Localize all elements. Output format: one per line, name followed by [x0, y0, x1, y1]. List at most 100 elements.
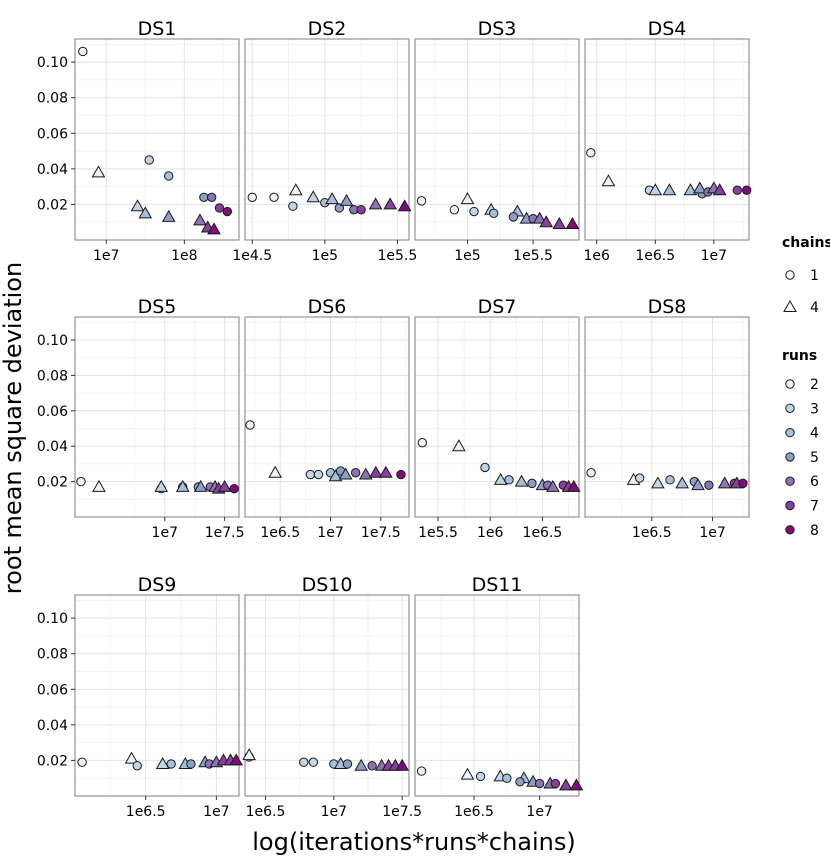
- point-circle: [214, 203, 225, 213]
- facet-ds9: DS9 0.02 0.04 0.06 0.08 0.10 1e6.5 1e7: [37, 574, 244, 820]
- y-tick-label: 0.06: [37, 404, 68, 420]
- y-tick-label: 0.02: [37, 197, 68, 213]
- point-triangle: [601, 174, 616, 187]
- legend-runs-label: 5: [810, 450, 819, 466]
- legend-chains-title: chains: [782, 235, 830, 251]
- point-circle: [502, 773, 512, 783]
- point-circle: [417, 437, 428, 448]
- legend-key-circle: [785, 270, 795, 280]
- point-triangle: [683, 183, 698, 196]
- point-triangle: [338, 467, 353, 480]
- x-tick-label: 1e6.5: [632, 525, 672, 541]
- facet-ds3: DS3 1e5 1e5.5: [414, 18, 580, 264]
- data-points: [586, 468, 748, 491]
- data-points: [417, 437, 581, 492]
- point-triangle: [229, 753, 244, 766]
- data-points: [586, 148, 752, 199]
- panel-border: [74, 316, 240, 518]
- x-tick-label: 1e6.5: [260, 525, 300, 541]
- point-triangle: [242, 748, 256, 761]
- legend-key-run: [785, 379, 795, 389]
- point-circle: [634, 473, 645, 483]
- point-circle: [305, 469, 316, 480]
- point-triangle: [493, 472, 508, 485]
- point-triangle: [155, 756, 170, 769]
- point-triangle: [358, 467, 373, 480]
- data-points: [77, 751, 244, 771]
- point-triangle: [675, 476, 690, 489]
- panel-background: [75, 39, 239, 240]
- point-circle: [76, 476, 86, 487]
- point-triangle: [92, 479, 106, 492]
- y-tick-label: 0.04: [37, 439, 68, 455]
- point-circle: [77, 757, 87, 767]
- point-circle: [206, 192, 217, 203]
- point-circle: [229, 483, 239, 494]
- facet-title: DS8: [648, 296, 687, 318]
- legend-key-triangle: [783, 299, 797, 312]
- point-triangle: [712, 183, 727, 196]
- facet-ds4: DS4 1e6 1e6.5 1e7: [583, 18, 752, 264]
- y-tick-label: 0.08: [37, 91, 68, 107]
- x-tick-label: 1e5.5: [418, 525, 458, 541]
- x-tick-label: 1e7: [317, 525, 343, 541]
- point-triangle: [383, 197, 397, 210]
- x-tick-label: 1e7: [203, 804, 229, 820]
- point-circle: [166, 759, 176, 769]
- legend-key-run: [785, 476, 795, 486]
- point-triangle: [552, 216, 567, 229]
- legend-runs-label: 7: [810, 499, 819, 515]
- x-tick-label: 1e6.5: [523, 525, 563, 541]
- point-triangle: [539, 215, 554, 228]
- point-circle: [288, 201, 298, 211]
- y-tick-label: 0.10: [37, 611, 68, 627]
- point-circle: [186, 759, 196, 769]
- y-tick-label: 0.08: [37, 368, 68, 384]
- point-circle: [334, 203, 345, 213]
- point-circle: [732, 185, 742, 195]
- x-tick-label: 1e8: [171, 248, 197, 264]
- point-triangle: [452, 439, 466, 452]
- facet-title: DS2: [308, 18, 347, 40]
- x-tick-label: 1e7.5: [361, 525, 401, 541]
- point-circle: [586, 148, 596, 158]
- facet-ds11: DS11 1e6.5 1e7: [414, 574, 584, 820]
- facet-title: DS6: [308, 296, 347, 318]
- x-tick-label: 1e7: [701, 248, 727, 264]
- point-circle: [222, 206, 232, 217]
- facet-ds2: DS2 1e4.5 1e5 1e5.5: [232, 18, 417, 264]
- point-circle: [469, 206, 479, 217]
- y-axis-title: root mean square deviation: [0, 262, 27, 594]
- legend-key-run: [785, 500, 795, 511]
- point-circle: [78, 46, 88, 57]
- point-circle: [504, 475, 514, 485]
- facet-title: DS7: [478, 296, 517, 318]
- legend-key-run: [785, 525, 795, 535]
- point-circle: [199, 192, 209, 203]
- facet-title: DS5: [138, 296, 177, 318]
- legend: chains 1 4 runs 2 3 4 5 6 7 8: [782, 235, 830, 539]
- point-triangle: [717, 476, 732, 489]
- point-triangle: [154, 479, 169, 492]
- point-triangle: [566, 479, 581, 492]
- legend-runs-label: 6: [810, 474, 819, 490]
- point-circle: [449, 205, 460, 215]
- point-circle: [489, 208, 499, 219]
- x-tick-label: 1e6: [477, 525, 504, 541]
- point-triangle: [306, 190, 321, 203]
- panel-background: [245, 39, 409, 240]
- x-tick-label: 1e7: [93, 248, 119, 264]
- point-circle: [475, 771, 486, 782]
- point-circle: [508, 212, 519, 222]
- point-triangle: [460, 767, 475, 780]
- point-triangle: [175, 479, 190, 492]
- x-tick-label: 1e7: [526, 804, 552, 820]
- x-tick-label: 1e6.5: [454, 804, 494, 820]
- y-tick-label: 0.06: [37, 682, 68, 698]
- x-tick-label: 1e7.5: [382, 804, 422, 820]
- point-triangle: [378, 465, 393, 478]
- point-triangle: [546, 479, 560, 492]
- panel-border: [414, 316, 580, 518]
- y-tick-label: 0.10: [37, 55, 68, 71]
